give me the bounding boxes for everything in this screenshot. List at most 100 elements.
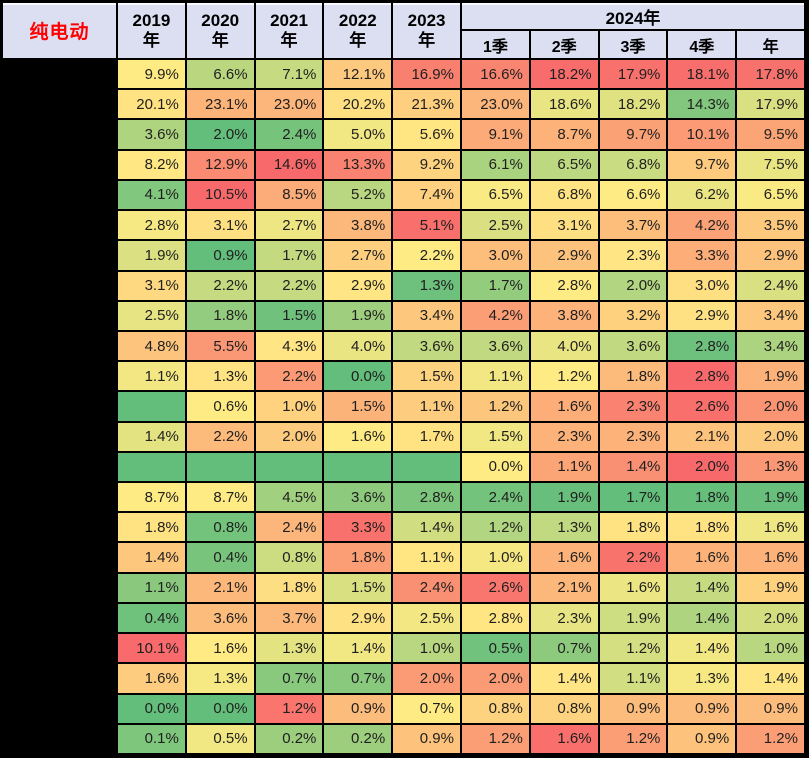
heatmap-cell[interactable]: 3.6%	[393, 331, 462, 363]
heatmap-cell[interactable]: 1.3%	[255, 634, 325, 665]
heatmap-cell[interactable]: 1.3%	[393, 271, 462, 302]
heatmap-cell[interactable]: 2.1%	[530, 573, 600, 604]
heatmap-cell[interactable]: 3.5%	[737, 211, 806, 242]
heatmap-cell[interactable]: 4.0%	[324, 331, 394, 363]
heatmap-cell[interactable]: 3.6%	[599, 331, 669, 363]
heatmap-cell[interactable]: 1.8%	[599, 362, 669, 393]
heatmap-cell[interactable]: 9.5%	[737, 120, 806, 151]
heatmap-cell[interactable]: 1.4%	[599, 452, 669, 484]
heatmap-cell[interactable]: 1.0%	[393, 634, 462, 665]
heatmap-cell[interactable]: 1.3%	[186, 664, 256, 695]
heatmap-cell[interactable]: 1.6%	[530, 724, 600, 755]
heatmap-cell[interactable]: 3.3%	[324, 513, 394, 544]
heatmap-cell[interactable]: 0.8%	[255, 543, 325, 574]
heatmap-cell[interactable]: 17.8%	[737, 60, 806, 91]
heatmap-cell[interactable]: 1.6%	[737, 513, 806, 544]
heatmap-cell[interactable]: 1.9%	[737, 483, 806, 514]
heatmap-cell[interactable]: 2.2%	[255, 362, 325, 393]
heatmap-cell[interactable]: 2.6%	[668, 392, 738, 423]
heatmap-cell[interactable]: 0.2%	[255, 724, 325, 755]
heatmap-cell[interactable]: 1.6%	[530, 392, 600, 423]
heatmap-cell[interactable]: 2.8%	[668, 331, 738, 363]
heatmap-cell[interactable]: 1.7%	[599, 483, 669, 514]
heatmap-cell[interactable]: 1.1%	[393, 543, 462, 574]
heatmap-cell[interactable]: 9.7%	[599, 120, 669, 151]
heatmap-cell[interactable]: 2.2%	[255, 271, 325, 302]
heatmap-cell[interactable]: 3.1%	[118, 271, 187, 302]
heatmap-cell[interactable]: 2.0%	[599, 271, 669, 302]
heatmap-cell[interactable]: 2.3%	[599, 392, 669, 423]
heatmap-cell[interactable]: 6.8%	[530, 180, 600, 212]
heatmap-cell[interactable]: 2.1%	[668, 422, 738, 453]
heatmap-cell[interactable]: 2.7%	[324, 241, 394, 272]
heatmap-cell[interactable]: 7.4%	[393, 180, 462, 212]
heatmap-cell[interactable]: 18.2%	[599, 90, 669, 121]
heatmap-cell[interactable]: 1.4%	[668, 603, 738, 635]
heatmap-cell[interactable]: 14.6%	[255, 150, 325, 181]
heatmap-cell[interactable]: 1.2%	[255, 694, 325, 725]
subcolumn-header-2024-5[interactable]: 年	[737, 31, 806, 60]
heatmap-cell[interactable]: 6.6%	[186, 60, 256, 91]
heatmap-cell[interactable]: 1.2%	[530, 362, 600, 393]
heatmap-cell[interactable]: 0.4%	[186, 543, 256, 574]
heatmap-cell[interactable]: 2.8%	[393, 483, 462, 514]
heatmap-cell[interactable]: 1.6%	[324, 422, 394, 453]
heatmap-cell[interactable]: 1.6%	[737, 543, 806, 574]
heatmap-cell[interactable]: 0.0%	[324, 362, 394, 393]
heatmap-cell[interactable]: 3.1%	[530, 211, 600, 242]
heatmap-cell[interactable]: 2.6%	[462, 573, 531, 604]
heatmap-cell[interactable]: 2.4%	[393, 573, 462, 604]
heatmap-cell[interactable]: 3.1%	[186, 211, 256, 242]
heatmap-cell[interactable]: 2.5%	[462, 211, 531, 242]
heatmap-cell[interactable]: 2.2%	[186, 271, 256, 302]
heatmap-cell[interactable]: 4.2%	[668, 211, 738, 242]
heatmap-cell[interactable]: 2.3%	[599, 422, 669, 453]
heatmap-cell[interactable]: 0.9%	[186, 241, 256, 272]
heatmap-cell[interactable]: 1.9%	[737, 362, 806, 393]
column-header-2020[interactable]: 2020 年	[186, 3, 256, 60]
heatmap-cell[interactable]: 12.9%	[186, 150, 256, 181]
heatmap-cell[interactable]: 2.0%	[668, 452, 738, 484]
heatmap-cell[interactable]: 1.2%	[462, 392, 531, 423]
heatmap-cell[interactable]: 1.9%	[118, 241, 187, 272]
heatmap-cell[interactable]: 1.2%	[462, 724, 531, 755]
heatmap-cell[interactable]: 2.7%	[255, 211, 325, 242]
heatmap-cell[interactable]: 8.5%	[255, 180, 325, 212]
heatmap-cell[interactable]	[393, 452, 462, 484]
heatmap-cell[interactable]: 4.1%	[118, 180, 187, 212]
heatmap-cell[interactable]: 2.0%	[737, 422, 806, 453]
heatmap-cell[interactable]: 0.5%	[186, 724, 256, 755]
heatmap-cell[interactable]: 2.0%	[186, 120, 256, 151]
heatmap-cell[interactable]: 0.7%	[324, 664, 394, 695]
heatmap-cell[interactable]: 7.5%	[737, 150, 806, 181]
heatmap-cell[interactable]: 1.6%	[599, 573, 669, 604]
heatmap-cell[interactable]: 8.7%	[530, 120, 600, 151]
heatmap-cell[interactable]: 2.8%	[462, 603, 531, 635]
heatmap-cell[interactable]: 6.2%	[668, 180, 738, 212]
heatmap-cell[interactable]: 1.1%	[530, 452, 600, 484]
heatmap-cell[interactable]: 6.5%	[530, 150, 600, 181]
heatmap-cell[interactable]: 1.2%	[599, 724, 669, 755]
heatmap-cell[interactable]: 1.9%	[599, 603, 669, 635]
heatmap-cell[interactable]: 1.3%	[186, 362, 256, 393]
heatmap-cell[interactable]: 2.8%	[530, 271, 600, 302]
heatmap-cell[interactable]: 4.5%	[255, 483, 325, 514]
heatmap-cell[interactable]: 2.2%	[599, 543, 669, 574]
heatmap-cell[interactable]: 5.5%	[186, 331, 256, 363]
heatmap-cell[interactable]: 1.5%	[255, 301, 325, 332]
heatmap-cell[interactable]: 1.5%	[393, 362, 462, 393]
heatmap-cell[interactable]: 3.4%	[737, 301, 806, 332]
subcolumn-header-2024-2[interactable]: 2季	[530, 31, 600, 60]
heatmap-cell[interactable]: 9.9%	[118, 60, 187, 91]
heatmap-cell[interactable]: 1.8%	[118, 513, 187, 544]
heatmap-cell[interactable]: 2.0%	[737, 603, 806, 635]
heatmap-cell[interactable]: 2.9%	[737, 241, 806, 272]
heatmap-cell[interactable]: 23.0%	[462, 90, 531, 121]
heatmap-cell[interactable]: 1.5%	[324, 573, 394, 604]
heatmap-cell[interactable]: 2.0%	[393, 664, 462, 695]
heatmap-cell[interactable]: 0.9%	[737, 694, 806, 725]
heatmap-cell[interactable]: 0.9%	[668, 724, 738, 755]
heatmap-cell[interactable]: 2.9%	[324, 603, 394, 635]
heatmap-cell[interactable]	[324, 452, 394, 484]
heatmap-cell[interactable]: 1.9%	[530, 483, 600, 514]
